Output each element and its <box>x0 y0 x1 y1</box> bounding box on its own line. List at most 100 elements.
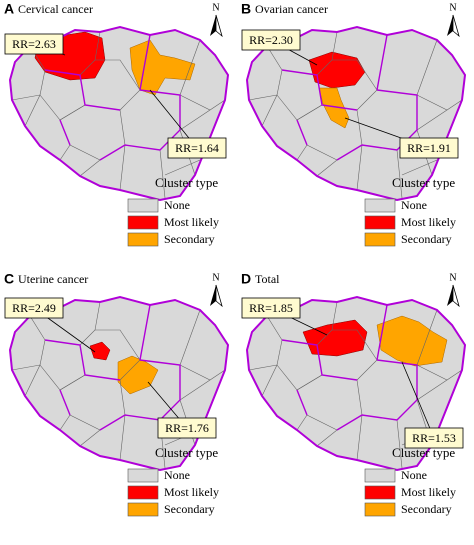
prefecture-border <box>376 304 388 361</box>
cluster-most-likely <box>302 319 368 357</box>
legend-title: Cluster type <box>155 445 218 460</box>
panel-letter: B <box>241 1 251 17</box>
legend-swatch <box>364 232 396 247</box>
county-border <box>24 45 46 127</box>
north-label: N <box>449 2 456 13</box>
panel: C Uterine cancer N RR=2.49 RR=1.76 Cluster ty… <box>4 271 230 517</box>
panel-letter: D <box>241 271 251 287</box>
legend-swatch <box>127 215 159 230</box>
county-border <box>59 414 71 431</box>
county-border <box>11 364 41 371</box>
panel: A Cervical cancer N RR=2.63 RR=1.64 Cluster t… <box>4 1 230 247</box>
legend-label: None <box>401 198 427 212</box>
legend-swatch <box>127 485 159 500</box>
legend-title: Cluster type <box>392 445 455 460</box>
prefecture-border <box>296 389 308 416</box>
prefecture-border <box>281 339 358 381</box>
north-label: N <box>212 2 219 13</box>
panel-letter: C <box>4 271 14 287</box>
panel-title: Ovarian cancer <box>255 2 328 16</box>
callout-box <box>157 417 217 439</box>
callout-label: RR=1.76 <box>165 421 209 435</box>
panel-title: Uterine cancer <box>18 272 88 286</box>
legend-label: Secondary <box>401 502 452 516</box>
north-arrow <box>215 14 223 38</box>
callout-label: RR=1.64 <box>175 141 219 155</box>
county-border <box>95 59 141 91</box>
panel-title: Total <box>255 272 280 286</box>
cluster-most-likely <box>89 341 111 361</box>
callout-box <box>4 297 64 319</box>
county-border <box>59 374 86 391</box>
callout-box <box>399 137 459 159</box>
county-border <box>24 315 46 397</box>
panel-letter: A <box>4 1 14 17</box>
legend-label: Most likely <box>401 215 456 229</box>
map-outline <box>245 295 467 472</box>
county-border <box>119 144 126 191</box>
county-border <box>261 45 283 127</box>
callout-box <box>167 137 227 159</box>
prefecture-border <box>281 69 358 111</box>
county-border <box>164 159 201 176</box>
county-border <box>396 419 403 469</box>
callout-leader <box>401 361 435 439</box>
panel-title: Cervical cancer <box>18 2 93 16</box>
north-arrow <box>210 15 216 36</box>
prefecture-border <box>99 359 181 431</box>
county-border <box>296 104 323 121</box>
north-arrow <box>210 285 216 306</box>
county-border <box>332 59 378 91</box>
prefecture-border <box>59 389 71 416</box>
county-border <box>401 159 438 176</box>
legend-label: Most likely <box>164 485 219 499</box>
county-border <box>296 144 308 161</box>
legend-swatch <box>127 468 159 483</box>
north-arrow <box>215 284 223 308</box>
callout-box <box>404 427 464 449</box>
legend-label: None <box>164 468 190 482</box>
legend-swatch <box>364 468 396 483</box>
legend-swatch <box>364 198 396 213</box>
prefecture-border <box>44 339 121 381</box>
callout-label: RR=2.30 <box>249 33 293 47</box>
callout-label: RR=1.91 <box>407 141 451 155</box>
county-border <box>159 149 166 199</box>
prefecture-border <box>296 119 308 146</box>
legend-label: Secondary <box>164 232 215 246</box>
callout-label: RR=1.53 <box>412 431 456 445</box>
county-border <box>296 414 308 431</box>
legend-swatch <box>127 198 159 213</box>
cluster-secondary <box>376 315 448 367</box>
prefecture-border <box>44 69 121 111</box>
legend-title: Cluster type <box>392 175 455 190</box>
legend-label: Secondary <box>164 502 215 516</box>
legend-swatch <box>364 485 396 500</box>
county-border <box>261 315 283 397</box>
north-arrow <box>452 284 460 308</box>
cluster-secondary <box>117 355 159 395</box>
county-border <box>332 329 378 361</box>
county-border <box>248 94 278 101</box>
county-border <box>356 144 363 191</box>
north-arrow <box>447 15 453 36</box>
county-border <box>59 104 86 121</box>
county-border <box>59 144 71 161</box>
county-border <box>11 94 41 101</box>
prefecture-border <box>139 304 151 361</box>
callout-box <box>241 29 301 51</box>
north-arrow <box>447 285 453 306</box>
legend-swatch <box>127 502 159 517</box>
legend-label: Most likely <box>164 215 219 229</box>
cluster-secondary <box>318 87 350 129</box>
legend-label: Secondary <box>401 232 452 246</box>
legend-swatch <box>127 232 159 247</box>
callout-box <box>4 33 64 55</box>
legend-label: None <box>164 198 190 212</box>
legend-label: None <box>401 468 427 482</box>
prefecture-border <box>139 34 151 91</box>
prefecture-border <box>336 359 418 431</box>
county-border <box>356 414 363 461</box>
